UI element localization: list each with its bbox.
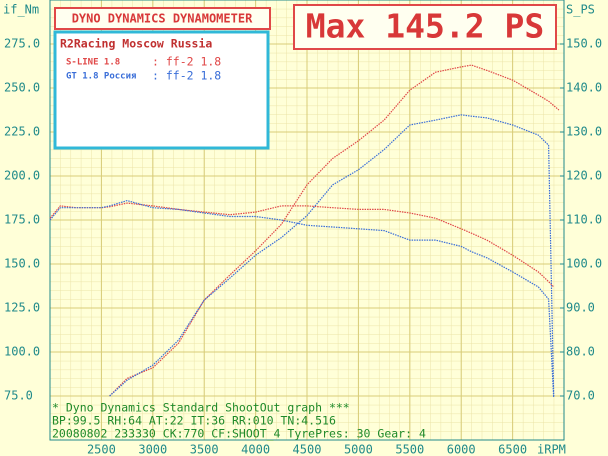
x-tick-label: 5000 (344, 443, 373, 456)
grid (49, 0, 565, 441)
plot-lines (49, 64, 560, 398)
y-axis-title: if_Nm (3, 3, 39, 17)
legend-label: GT 1.8 Россия (66, 72, 136, 82)
y2-tick-label: 120.0 (566, 169, 602, 183)
y-tick-label: 75.0 (4, 389, 33, 403)
axis-labels: 75.0 100.0 125.0 150.0 175.0 200.0 225.0 250.0 2… (4, 37, 602, 456)
y2-tick-label: 150.0 (566, 37, 602, 51)
y2-tick-label: 100.0 (566, 257, 602, 271)
legend-title: R2Racing Moscow Russia (60, 37, 212, 51)
footer-line: 20080802 233330 CK:770 CF:SHOOT_4 TyrePr… (52, 427, 426, 441)
y-tick-label: 200.0 (4, 169, 40, 183)
x-tick-label: 3000 (138, 443, 167, 456)
title-box (54, 7, 271, 30)
x-tick-label: 2500 (87, 443, 116, 456)
x-tick-label: 4500 (293, 443, 322, 456)
headline: Max 145.2 PS (306, 7, 544, 46)
y-tick-label: 225.0 (4, 125, 40, 139)
series-line (109, 114, 555, 397)
x-tick-label: 6000 (447, 443, 476, 456)
legend-note: : ff-2 1.8 (152, 55, 221, 69)
y2-tick-label: 80.0 (566, 345, 595, 359)
footer-line: * Dyno Dynamics Standard ShootOut graph … (52, 401, 350, 415)
y2-tick-label: 130.0 (566, 125, 602, 139)
y-tick-label: 175.0 (4, 213, 40, 227)
y-tick-label: 275.0 (4, 37, 40, 51)
series-line (49, 199, 555, 398)
x-tick-label: 3500 (190, 443, 219, 456)
y2-tick-label: 70.0 (566, 389, 595, 403)
footer-line: BP:99.5 RH:64 AT:22 IT:36 RR:010 TN:4.51… (52, 414, 336, 428)
legend-label: S-LINE 1.8 (66, 58, 120, 68)
series-line (49, 202, 555, 288)
headline-box (293, 4, 557, 50)
x-axis-title: iRPM (537, 443, 566, 456)
y-tick-label: 250.0 (4, 81, 40, 95)
legend: S-LINE 1.8 : ff-2 1.8 GT 1.8 Россия : ff-2 … (66, 55, 221, 83)
y-tick-label: 150.0 (4, 257, 40, 271)
y2-tick-label: 90.0 (566, 301, 595, 315)
y-tick-label: 125.0 (4, 301, 40, 315)
y-tick-label: 100.0 (4, 345, 40, 359)
legend-note: : ff-2 1.8 (152, 69, 221, 83)
x-tick-label: 5500 (395, 443, 424, 456)
series-line (109, 64, 560, 397)
x-tick-label: 4000 (241, 443, 270, 456)
x-tick-label: 6500 (498, 443, 527, 456)
title: DYNO DYNAMICS DYNAMOMETER (72, 12, 253, 26)
y2-axis-title: S_PS (566, 3, 595, 17)
legend-box (53, 30, 270, 150)
y2-tick-label: 140.0 (566, 81, 602, 95)
y2-tick-label: 110.0 (566, 213, 602, 227)
